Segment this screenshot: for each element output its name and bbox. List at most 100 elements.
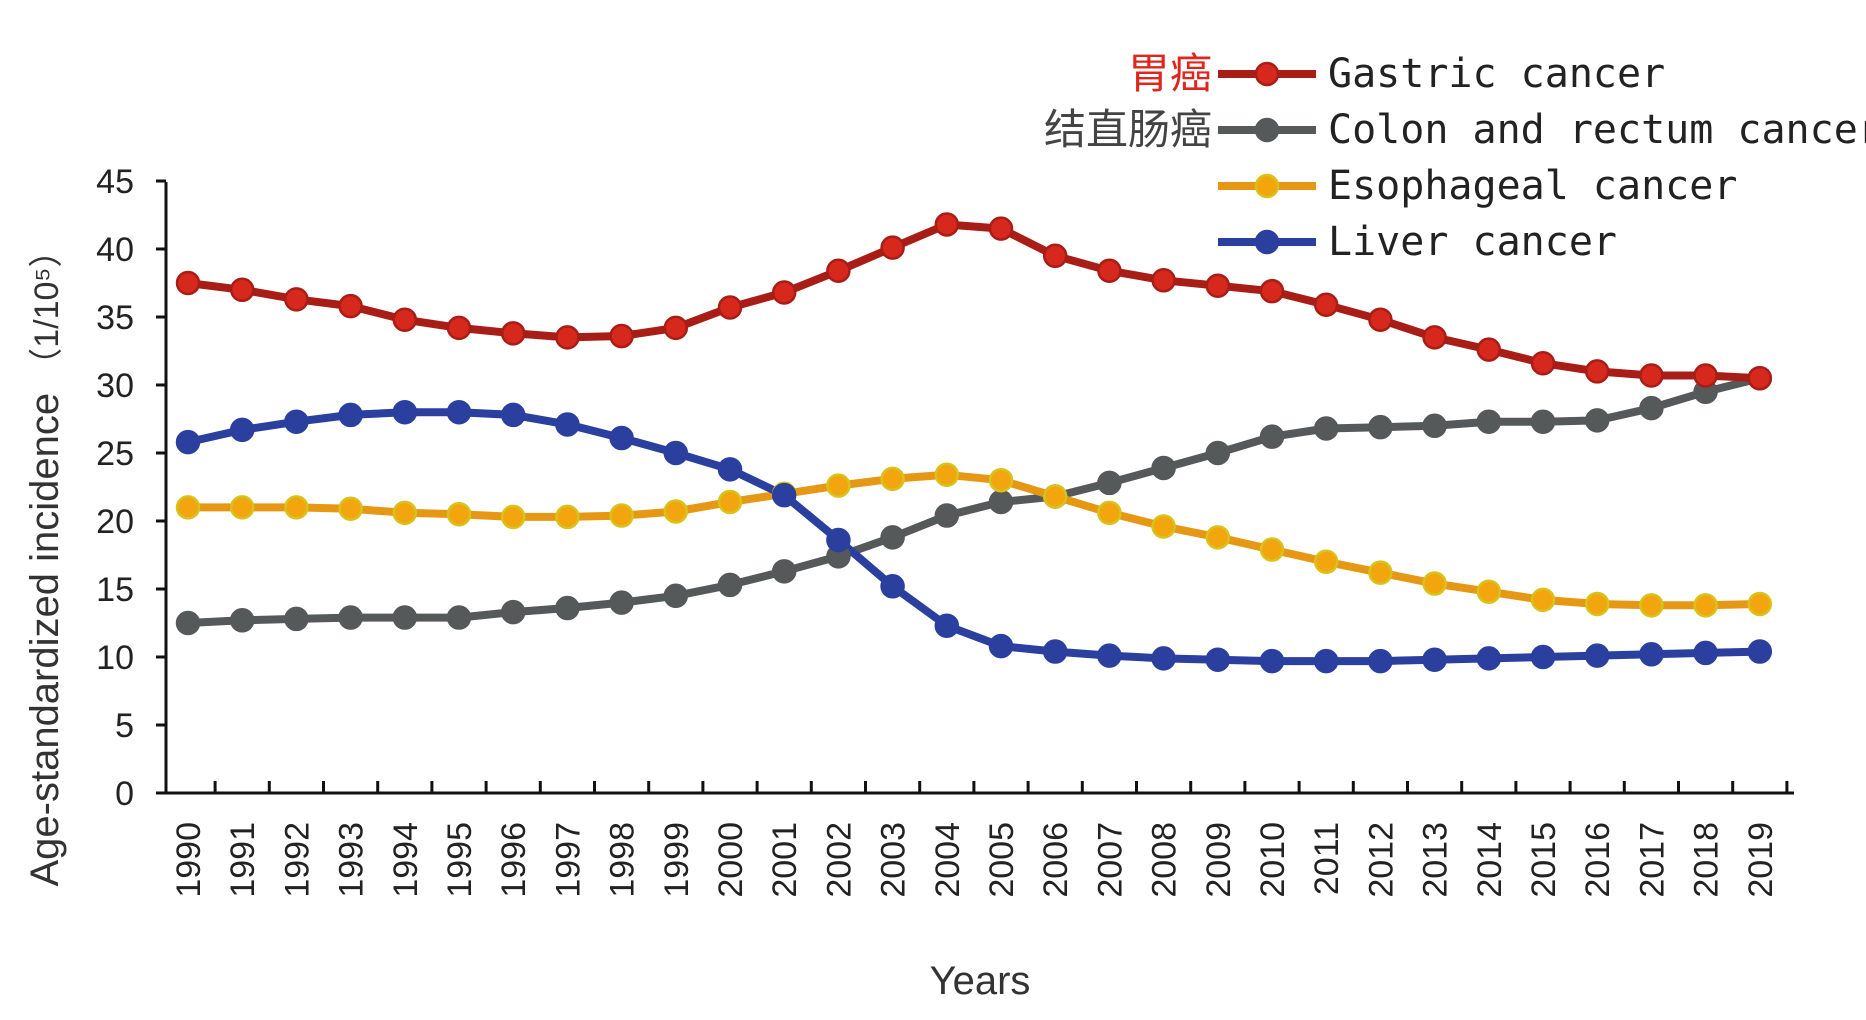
x-axis-title: Years: [930, 959, 1031, 1003]
series-line-liver-cancer: [187, 408, 1760, 666]
data-point-esophageal-cancer: [284, 495, 309, 520]
data-point-gastric-cancer: [555, 325, 580, 350]
data-point-colon-and-rectum-cancer: [880, 525, 905, 550]
x-tick-label: 2016: [1579, 822, 1617, 898]
data-point-esophageal-cancer: [988, 467, 1014, 493]
data-point-colon-and-rectum-cancer: [934, 503, 960, 528]
data-point-esophageal-cancer: [1042, 484, 1068, 509]
data-point-esophageal-cancer: [1476, 579, 1502, 604]
data-point-esophageal-cancer: [1747, 591, 1773, 617]
data-point-esophageal-cancer: [1205, 525, 1231, 550]
data-point-liver-cancer: [1747, 639, 1773, 664]
data-point-gastric-cancer: [717, 295, 743, 320]
data-point-liver-cancer: [175, 429, 201, 455]
series-points-colon-and-rectum-cancer: [175, 365, 1773, 636]
data-point-gastric-cancer: [1422, 325, 1447, 350]
data-point-esophageal-cancer: [1097, 500, 1122, 526]
data-point-esophageal-cancer: [1422, 571, 1447, 596]
data-point-esophageal-cancer: [446, 501, 472, 527]
legend-item-gastric-cancer: Gastric cancer 胃癌: [1128, 49, 1665, 98]
x-tick-label: 1996: [495, 822, 533, 898]
data-point-esophageal-cancer: [1530, 587, 1556, 613]
x-tick-label: 2004: [929, 822, 967, 898]
data-point-liver-cancer: [1097, 643, 1122, 668]
data-point-liver-cancer: [229, 417, 255, 443]
x-tick-label: 2003: [875, 822, 913, 898]
x-tick-label: 1991: [224, 822, 262, 898]
data-point-liver-cancer: [988, 633, 1014, 659]
y-axis-title: Age-standardized incidence （1/10⁵）: [23, 233, 67, 886]
legend-label-cn: 胃癌: [1128, 49, 1212, 98]
data-point-liver-cancer: [1313, 648, 1339, 674]
x-tick-label: 2010: [1254, 822, 1292, 898]
data-point-gastric-cancer: [663, 315, 689, 341]
y-tick-label: 25: [96, 435, 134, 473]
data-point-liver-cancer: [1151, 646, 1176, 671]
data-point-liver-cancer: [771, 482, 797, 508]
x-tick-label: 1993: [333, 822, 371, 898]
data-point-liver-cancer: [446, 399, 472, 425]
data-point-esophageal-cancer: [392, 500, 418, 526]
data-point-gastric-cancer: [1584, 359, 1610, 384]
data-point-liver-cancer: [1205, 647, 1231, 672]
data-point-colon-and-rectum-cancer: [1259, 424, 1285, 449]
y-tick-label: 40: [96, 231, 134, 269]
series-points: [175, 212, 1773, 674]
data-point-esophageal-cancer: [717, 489, 743, 515]
data-point-colon-and-rectum-cancer: [609, 590, 634, 615]
series-points-gastric-cancer: [175, 212, 1773, 391]
legend-item-esophageal-cancer: Esophageal cancer: [1218, 163, 1737, 209]
data-point-liver-cancer: [717, 457, 743, 482]
data-point-liver-cancer: [663, 440, 689, 466]
data-point-gastric-cancer: [284, 287, 309, 312]
data-point-liver-cancer: [1476, 646, 1502, 671]
data-point-esophageal-cancer: [880, 466, 905, 492]
legend-label-cn: 结直肠癌: [1044, 105, 1212, 154]
data-point-liver-cancer: [609, 425, 634, 451]
legend-label: Gastric cancer: [1328, 51, 1665, 97]
data-point-esophageal-cancer: [175, 495, 201, 520]
data-point-gastric-cancer: [1639, 363, 1664, 388]
x-tick-label: 2015: [1525, 822, 1563, 898]
data-point-liver-cancer: [338, 402, 363, 428]
data-point-gastric-cancer: [338, 293, 363, 319]
data-point-esophageal-cancer: [555, 504, 580, 530]
data-point-esophageal-cancer: [338, 496, 363, 522]
y-tick-label: 10: [96, 639, 134, 677]
series-points-esophageal-cancer: [175, 462, 1773, 618]
y-tick-label: 0: [115, 775, 134, 813]
data-point-colon-and-rectum-cancer: [1584, 408, 1610, 433]
legend-swatch-marker: [1254, 117, 1280, 143]
x-tick-label: 1990: [170, 822, 208, 898]
x-tick-label: 1994: [387, 822, 425, 898]
data-point-gastric-cancer: [771, 280, 797, 305]
x-tick-label: 1999: [658, 822, 696, 898]
data-point-colon-and-rectum-cancer: [446, 605, 472, 630]
data-point-liver-cancer: [392, 399, 418, 425]
legend: Gastric cancer 胃癌 Colon and rectum cancer 结…: [1044, 49, 1866, 265]
series-line-esophageal-cancer: [188, 470, 1760, 610]
data-point-gastric-cancer: [1313, 292, 1339, 318]
data-point-gastric-cancer: [1476, 337, 1502, 362]
y-tick-label: 45: [96, 163, 134, 201]
data-point-esophageal-cancer: [826, 473, 851, 498]
x-tick-label: 2006: [1037, 822, 1075, 898]
x-tick-label: 2018: [1688, 822, 1726, 898]
y-axis-title-main: Age-standardized incidence: [23, 393, 67, 887]
data-point-gastric-cancer: [826, 258, 851, 284]
data-point-gastric-cancer: [1042, 243, 1068, 269]
series-lines: [187, 220, 1761, 666]
x-ticks: 1990 1991 1992 1993 1994 1995 1996 1997 1998 1999…: [170, 781, 1789, 898]
x-tick-label: 2002: [820, 822, 858, 898]
data-point-gastric-cancer: [934, 212, 960, 237]
data-point-gastric-cancer: [1747, 365, 1773, 391]
data-point-liver-cancer: [1639, 642, 1664, 667]
x-tick-label: 2014: [1471, 822, 1509, 898]
data-point-colon-and-rectum-cancer: [284, 606, 309, 632]
data-point-esophageal-cancer: [663, 499, 689, 524]
x-tick-label: 2009: [1200, 822, 1238, 898]
data-point-liver-cancer: [1042, 639, 1068, 664]
data-point-colon-and-rectum-cancer: [1422, 413, 1447, 439]
x-tick-label: 2011: [1308, 822, 1346, 895]
data-point-liver-cancer: [934, 613, 960, 638]
